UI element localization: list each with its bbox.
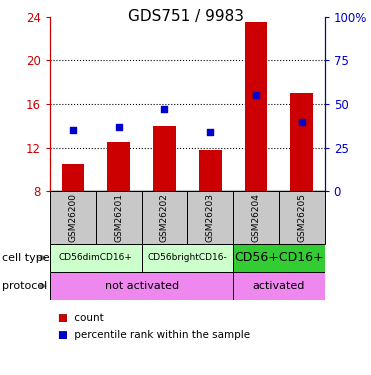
Bar	[62, 164, 85, 191]
Text: CD56brightCD16-: CD56brightCD16-	[148, 254, 227, 262]
Text: GSM26204: GSM26204	[252, 193, 260, 242]
Text: GSM26205: GSM26205	[297, 193, 306, 242]
Bar	[107, 142, 130, 191]
Text: ■: ■	[58, 330, 67, 340]
Text: ■  count: ■ count	[58, 313, 103, 323]
Bar	[199, 150, 222, 191]
Text: not activated: not activated	[105, 281, 179, 291]
Point	[161, 106, 167, 112]
Text: protocol: protocol	[2, 281, 47, 291]
Text: activated: activated	[253, 281, 305, 291]
Bar	[233, 191, 279, 244]
Bar	[142, 244, 233, 272]
Text: ■: ■	[58, 313, 67, 323]
Bar	[187, 191, 233, 244]
Text: GSM26201: GSM26201	[114, 193, 123, 242]
Bar	[50, 272, 233, 300]
Text: ■  percentile rank within the sample: ■ percentile rank within the sample	[58, 330, 250, 340]
Text: cell type: cell type	[2, 253, 49, 263]
Bar	[50, 244, 142, 272]
Bar	[153, 126, 176, 191]
Point	[253, 92, 259, 98]
Text: GSM26202: GSM26202	[160, 193, 169, 242]
Bar	[96, 191, 142, 244]
Bar	[233, 244, 325, 272]
Bar	[233, 272, 325, 300]
Bar	[50, 191, 96, 244]
Point	[207, 129, 213, 135]
Text: CD56dimCD16+: CD56dimCD16+	[59, 254, 133, 262]
Point	[299, 118, 305, 124]
Bar	[290, 93, 313, 191]
Text: GSM26203: GSM26203	[206, 193, 215, 242]
Point	[116, 124, 122, 130]
Text: CD56+CD16+: CD56+CD16+	[234, 251, 324, 264]
Text: GDS751 / 9983: GDS751 / 9983	[128, 9, 243, 24]
Point	[70, 127, 76, 133]
Bar	[279, 191, 325, 244]
Bar	[244, 22, 267, 191]
Bar	[142, 191, 187, 244]
Text: GSM26200: GSM26200	[69, 193, 78, 242]
